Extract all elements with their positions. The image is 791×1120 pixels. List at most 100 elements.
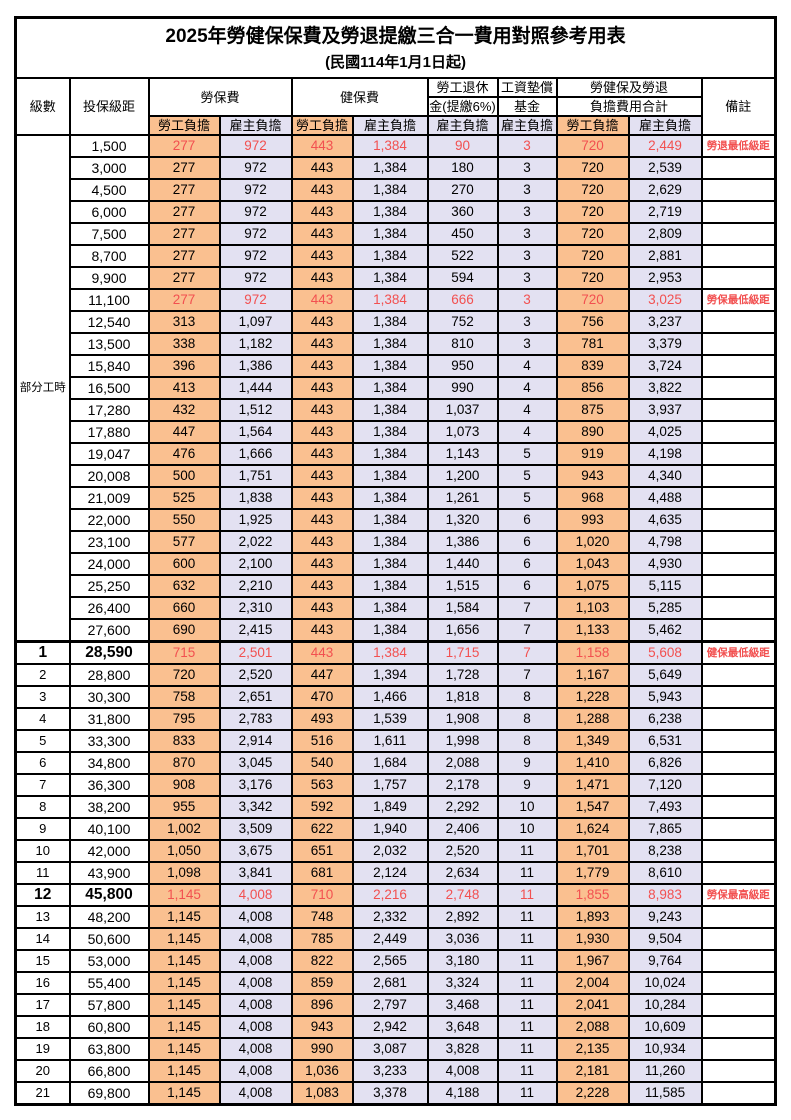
bracket-cell: 42,000 — [68, 839, 150, 863]
value-cell: 5,285 — [627, 596, 703, 620]
value-cell: 4,198 — [627, 442, 703, 466]
value-cell: 11 — [496, 1015, 558, 1039]
value-cell: 1,145 — [147, 971, 221, 995]
table-row: 26,400 660 2,310 443 1,384 1,584 7 1,103 5,285 — [16, 596, 777, 620]
value-cell: 1,145 — [147, 949, 221, 973]
value-cell: 756 — [555, 310, 630, 334]
value-cell: 3,468 — [426, 993, 499, 1017]
page-title: 2025年勞健保保費及勞退提繳三合一費用對照參考用表 — [165, 26, 626, 47]
value-cell: 2,565 — [351, 949, 429, 973]
value-cell: 7,493 — [627, 795, 703, 819]
value-cell: 443 — [290, 134, 354, 158]
value-cell: 2,914 — [218, 729, 293, 753]
labor-employer-share-header: 雇主負擔 — [218, 115, 293, 136]
value-cell: 9 — [496, 773, 558, 797]
value-cell: 993 — [555, 508, 630, 532]
value-cell: 10 — [496, 795, 558, 819]
value-cell: 908 — [147, 773, 221, 797]
value-cell: 1,384 — [351, 442, 429, 466]
value-cell: 443 — [290, 178, 354, 202]
remark-cell — [700, 618, 777, 643]
value-cell: 1,261 — [426, 486, 499, 510]
value-cell: 2,953 — [627, 266, 703, 290]
value-cell: 3,648 — [426, 1015, 499, 1039]
value-cell: 3 — [496, 222, 558, 246]
value-cell: 592 — [290, 795, 354, 819]
value-cell: 1,349 — [555, 729, 630, 753]
value-cell: 1,200 — [426, 464, 499, 488]
value-cell: 1,384 — [351, 596, 429, 620]
bracket-cell: 16,500 — [68, 376, 150, 400]
value-cell: 4,008 — [426, 1059, 499, 1083]
value-cell: 1,547 — [555, 795, 630, 819]
value-cell: 972 — [218, 200, 293, 224]
level-cell: 21 — [14, 1081, 71, 1106]
table-row: 1 28,590 715 2,501 443 1,384 1,715 7 1,158 5,608 健… — [14, 640, 777, 665]
value-cell: 4,008 — [218, 949, 293, 973]
value-cell: 443 — [290, 332, 354, 356]
value-cell: 396 — [147, 354, 221, 378]
value-cell: 2,100 — [218, 552, 293, 576]
table-row: 部分工時 1,500 277 972 443 1,384 90 3 720 2,449 勞退最低級距 — [14, 134, 777, 643]
value-cell: 11 — [496, 927, 558, 951]
value-cell: 1,394 — [351, 663, 429, 687]
value-cell: 3 — [496, 310, 558, 334]
value-cell: 1,036 — [290, 1059, 354, 1083]
value-cell: 516 — [290, 729, 354, 753]
value-cell: 3,087 — [351, 1037, 429, 1061]
value-cell: 1,611 — [351, 729, 429, 753]
value-cell: 972 — [218, 156, 293, 180]
value-cell: 2,651 — [218, 685, 293, 709]
level-cell: 3 — [14, 685, 71, 709]
value-cell: 972 — [218, 134, 293, 158]
value-cell: 413 — [147, 376, 221, 400]
value-cell: 6 — [496, 508, 558, 532]
value-cell: 690 — [147, 618, 221, 643]
value-cell: 476 — [147, 442, 221, 466]
remark-cell — [700, 244, 777, 268]
value-cell: 522 — [426, 244, 499, 268]
value-cell: 2,881 — [627, 244, 703, 268]
value-cell: 277 — [147, 134, 221, 158]
value-cell: 1,925 — [218, 508, 293, 532]
value-cell: 577 — [147, 530, 221, 554]
remark-cell — [700, 508, 777, 532]
value-cell: 3,233 — [351, 1059, 429, 1083]
value-cell: 1,386 — [218, 354, 293, 378]
value-cell: 5 — [496, 486, 558, 510]
value-cell: 2,216 — [351, 883, 429, 907]
value-cell: 338 — [147, 332, 221, 356]
value-cell: 4,008 — [218, 927, 293, 951]
value-cell: 1,440 — [426, 552, 499, 576]
value-cell: 2,520 — [218, 663, 293, 687]
value-cell: 1,656 — [426, 618, 499, 643]
value-cell: 2,088 — [555, 1015, 630, 1039]
bracket-cell: 15,840 — [68, 354, 150, 378]
value-cell: 5,115 — [627, 574, 703, 598]
total-employee-share-header: 勞工負擔 — [555, 115, 630, 136]
remark-cell — [700, 332, 777, 356]
value-cell: 4,008 — [218, 971, 293, 995]
bracket-cell: 43,900 — [68, 861, 150, 885]
value-cell: 720 — [147, 663, 221, 687]
value-cell: 443 — [290, 376, 354, 400]
value-cell: 3,324 — [426, 971, 499, 995]
value-cell: 1,444 — [218, 376, 293, 400]
remark-cell — [700, 464, 777, 488]
value-cell: 1,158 — [555, 640, 630, 665]
col-header-wage-arrears-line1: 工資墊償 — [496, 77, 558, 98]
remark-cell — [700, 574, 777, 598]
value-cell: 1,384 — [351, 376, 429, 400]
header-row-3: 勞工負擔 雇主負擔 勞工負擔 雇主負擔 雇主負擔 雇主負擔 勞工負擔 雇主負擔 — [16, 115, 776, 136]
value-cell: 4,008 — [218, 1037, 293, 1061]
value-cell: 1,998 — [426, 729, 499, 753]
value-cell: 7 — [496, 596, 558, 620]
table-row: 17 57,800 1,145 4,008 896 2,797 3,468 11 2,041 10… — [14, 993, 777, 1017]
value-cell: 1,384 — [351, 178, 429, 202]
value-cell: 443 — [290, 310, 354, 334]
remark-cell — [700, 222, 777, 246]
value-cell: 443 — [290, 464, 354, 488]
bracket-cell: 22,000 — [68, 508, 150, 532]
value-cell: 1,908 — [426, 707, 499, 731]
table-row: 19,047 476 1,666 443 1,384 1,143 5 919 4,198 — [16, 442, 777, 466]
